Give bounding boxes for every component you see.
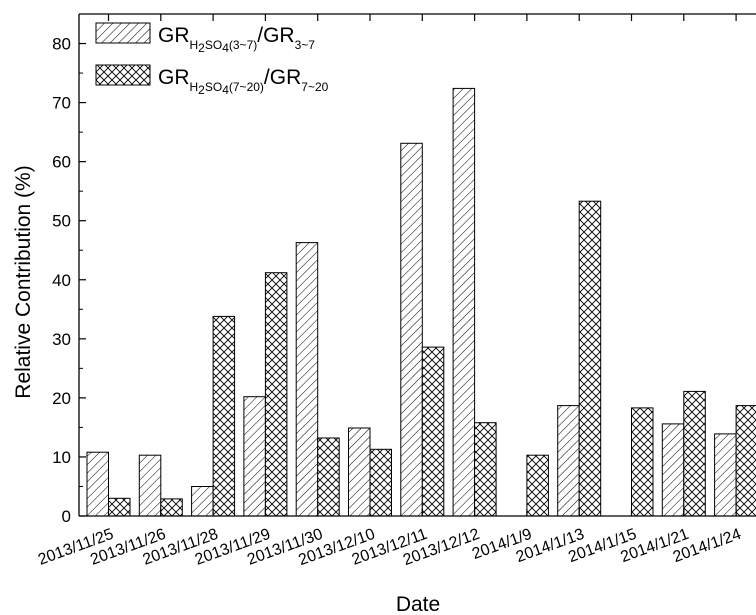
legend-swatch-series-2 (95, 64, 151, 86)
bar-series-2-2013/11/25 (108, 497, 131, 517)
bar-series-1-2014/1/24 (714, 433, 737, 517)
y-ticks: 0 10 20 30 40 50 60 70 80 (52, 35, 86, 526)
y-tick-label: 0 (62, 507, 71, 526)
bar-series-2-2014/1/21 (683, 390, 706, 517)
bar-series-1-2014/1/21 (661, 423, 685, 517)
bar-series-1-2013/11/30 (295, 242, 319, 517)
y-tick-label: 60 (52, 153, 71, 172)
bar-series-2-2013/11/30 (317, 437, 340, 517)
y-tick-label: 50 (52, 212, 71, 231)
bar-series-1-2013/11/25 (86, 451, 109, 517)
legend-label-series-1: GRH2SO4(3~7)/GR3~7 (158, 24, 315, 55)
bar-series-2-2014/1/13 (578, 200, 602, 517)
bar-series-1-2013/11/28 (191, 486, 214, 517)
bar-series-2-2014/1/24 (735, 405, 756, 517)
bar-series-2-2014/1/9 (526, 454, 549, 517)
bar-series-1-2014/1/13 (557, 405, 580, 517)
bar-series-1-2013/11/29 (243, 396, 266, 517)
bar-series-2-2013/12/10 (369, 448, 392, 517)
bar-series-2-2013/11/29 (264, 272, 288, 517)
y-tick-label: 20 (52, 389, 71, 408)
bar-series-1-2013/12/10 (348, 427, 371, 517)
bar-series-2-2013/12/12 (474, 422, 497, 517)
y-tick-label: 40 (52, 271, 71, 290)
bar-series-1-2013/11/26 (138, 454, 162, 517)
y-tick-label: 70 (52, 94, 71, 113)
y-tick-label: 30 (52, 330, 71, 349)
bars (86, 87, 756, 517)
bar-series-1-2013/12/12 (452, 87, 476, 517)
bar-series-2-2013/12/11 (421, 346, 445, 517)
x-axis-title: Date (396, 593, 440, 615)
bar-series-2-2013/11/28 (212, 315, 236, 517)
legend-label-series-2: GRH2SO4(7~20)/GR7~20 (158, 66, 329, 97)
y-tick-label: 80 (52, 35, 71, 54)
y-axis-title: Relative Contribution (%) (12, 165, 35, 398)
legend: GRH2SO4(3~7)/GR3~7 GRH2SO4(7~20)/GR7~20 (95, 22, 329, 97)
bar-series-2-2014/1/15 (631, 407, 654, 517)
legend-swatch-series-1 (95, 22, 151, 44)
bar-series-1-2013/12/11 (400, 142, 423, 517)
y-tick-label: 10 (52, 448, 71, 467)
bar-series-2-2013/11/26 (160, 498, 183, 517)
